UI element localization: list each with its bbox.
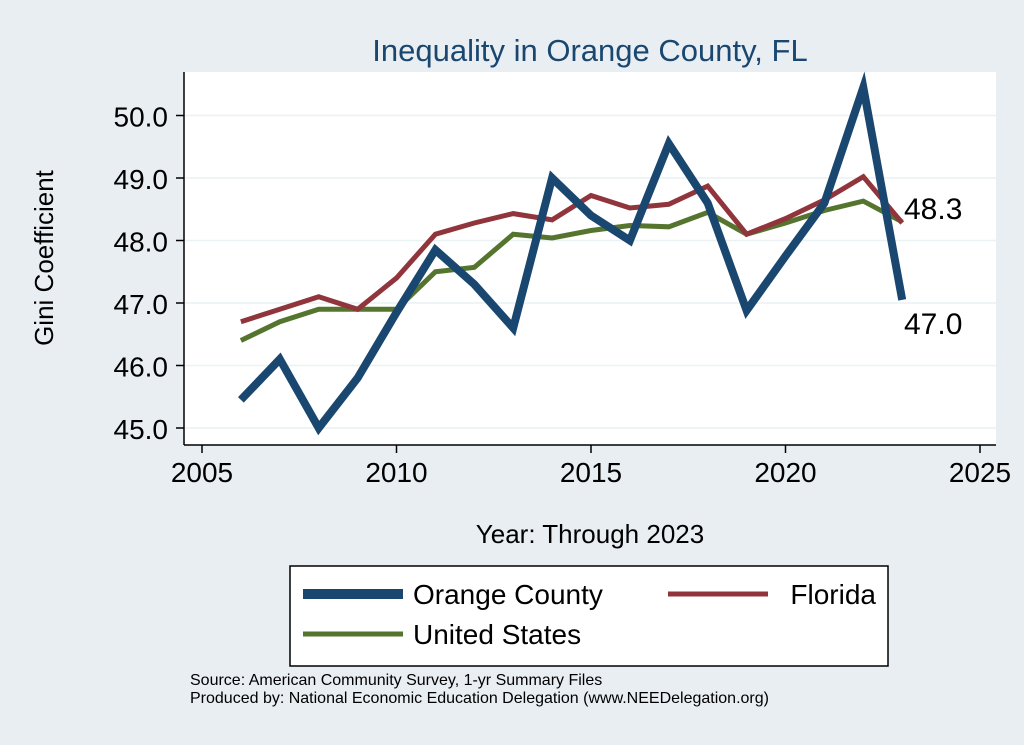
legend-label-united-states: United States — [413, 619, 581, 650]
legend: Orange County Florida United States — [289, 565, 889, 667]
x-tick-label: 2005 — [171, 457, 233, 488]
x-axis-ticks: 2005 2010 2015 2020 2025 — [171, 445, 1011, 488]
y-axis-label: Gini Coefficient — [29, 169, 59, 346]
x-tick-label: 2025 — [949, 457, 1011, 488]
plot-area — [184, 72, 996, 445]
y-axis-ticks: 45.0 46.0 47.0 48.0 49.0 50.0 — [114, 102, 184, 445]
orange-county-end-label: 47.0 — [904, 308, 962, 341]
y-tick-label: 50.0 — [114, 102, 169, 133]
producer-note: Produced by: National Economic Education… — [190, 690, 769, 707]
y-tick-label: 46.0 — [114, 352, 169, 383]
x-axis-label: Year: Through 2023 — [476, 519, 704, 549]
y-tick-label: 45.0 — [114, 414, 169, 445]
y-tick-label: 48.0 — [114, 227, 169, 258]
chart-notes: Source: American Community Survey, 1-yr … — [190, 672, 769, 708]
legend-box — [289, 565, 889, 667]
x-tick-label: 2020 — [754, 457, 816, 488]
series-lines — [238, 71, 907, 436]
legend-label-florida: Florida — [790, 579, 876, 610]
y-tick-label: 47.0 — [114, 289, 169, 320]
series-line-orange-county — [238, 71, 907, 436]
legend-label-orange-county: Orange County — [413, 579, 603, 610]
florida-end-label: 48.3 — [904, 193, 962, 226]
series-line-florida — [240, 173, 905, 325]
x-tick-label: 2015 — [560, 457, 622, 488]
x-tick-label: 2010 — [365, 457, 427, 488]
source-note: Source: American Community Survey, 1-yr … — [190, 672, 603, 689]
y-tick-label: 49.0 — [114, 164, 169, 195]
chart-title: Inequality in Orange County, FL — [372, 33, 807, 68]
